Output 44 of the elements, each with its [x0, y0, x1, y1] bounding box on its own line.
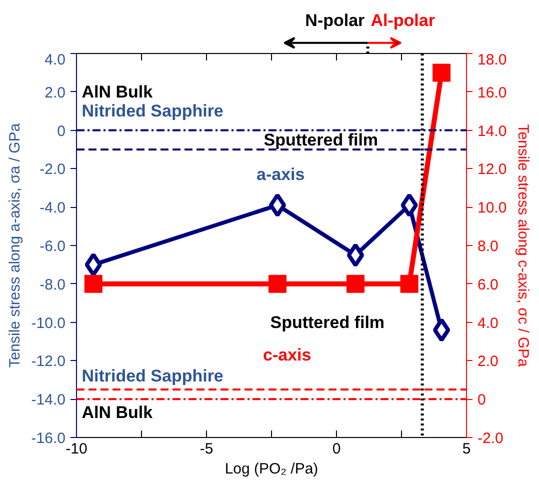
y-tick-label: -4.0 [40, 200, 66, 217]
y2-tick-label: 2.0 [478, 353, 498, 370]
text: Al-polar [370, 11, 436, 30]
x-axis-title: Log (PO₂ /Pa) [224, 460, 318, 478]
y-tick-label: -10.0 [31, 314, 66, 332]
y-tick-label: 2.0 [44, 84, 66, 102]
y-tick-label: -14.0 [31, 392, 66, 409]
y2-tick-label: -2.0 [478, 430, 504, 447]
point [346, 243, 364, 268]
y2-axis-title: Tensile stress along c-axis, σc / GPa [514, 124, 532, 368]
x-tick-label: -5 [200, 440, 214, 458]
x-tick-label: -10 [66, 440, 88, 458]
y-tick-label: 0 [57, 122, 66, 140]
annotation: Sputtered film [264, 130, 378, 150]
annotation: a-axis [256, 164, 305, 184]
y2-tick-label: 18.0 [478, 52, 507, 68]
y2-tick-label: 6.0 [478, 276, 498, 294]
annotation: AlN Bulk [82, 82, 154, 102]
y2-tick-label: 16.0 [478, 84, 507, 102]
annotation: AlN Bulk [82, 403, 154, 422]
y-tick-label: -6.0 [40, 238, 66, 255]
y-axis-title: Tensile stress along a-axis, σa / GPa [6, 122, 24, 368]
x-tick-label: 0 [332, 440, 341, 458]
point [400, 193, 418, 218]
y-tick-label: -2.0 [40, 161, 66, 178]
y2-tick-label: 12.0 [478, 161, 507, 178]
x-tick-label: 5 [462, 440, 471, 458]
point [84, 252, 102, 277]
annotation: c-axis [263, 345, 312, 364]
annotation: Nitrided Sapphire [82, 366, 224, 386]
y2-tick-label: 4.0 [478, 314, 498, 332]
y2-tick-label: 14.0 [478, 122, 507, 140]
point [268, 193, 286, 218]
y-tick-label: -12.0 [31, 353, 66, 370]
y-tick-label: -16.0 [31, 430, 66, 447]
y2-tick-label: 0 [478, 392, 486, 409]
annotation: Sputtered film [270, 312, 385, 332]
y-tick-label: 4.0 [44, 52, 66, 68]
point [432, 318, 450, 342]
y-tick-label: -8.0 [40, 276, 66, 294]
y2-tick-label: 10.0 [478, 200, 507, 217]
text: N-polar [305, 11, 366, 30]
y2-tick-label: 8.0 [478, 238, 498, 255]
annotation: Nitrided Sapphire [82, 102, 224, 121]
